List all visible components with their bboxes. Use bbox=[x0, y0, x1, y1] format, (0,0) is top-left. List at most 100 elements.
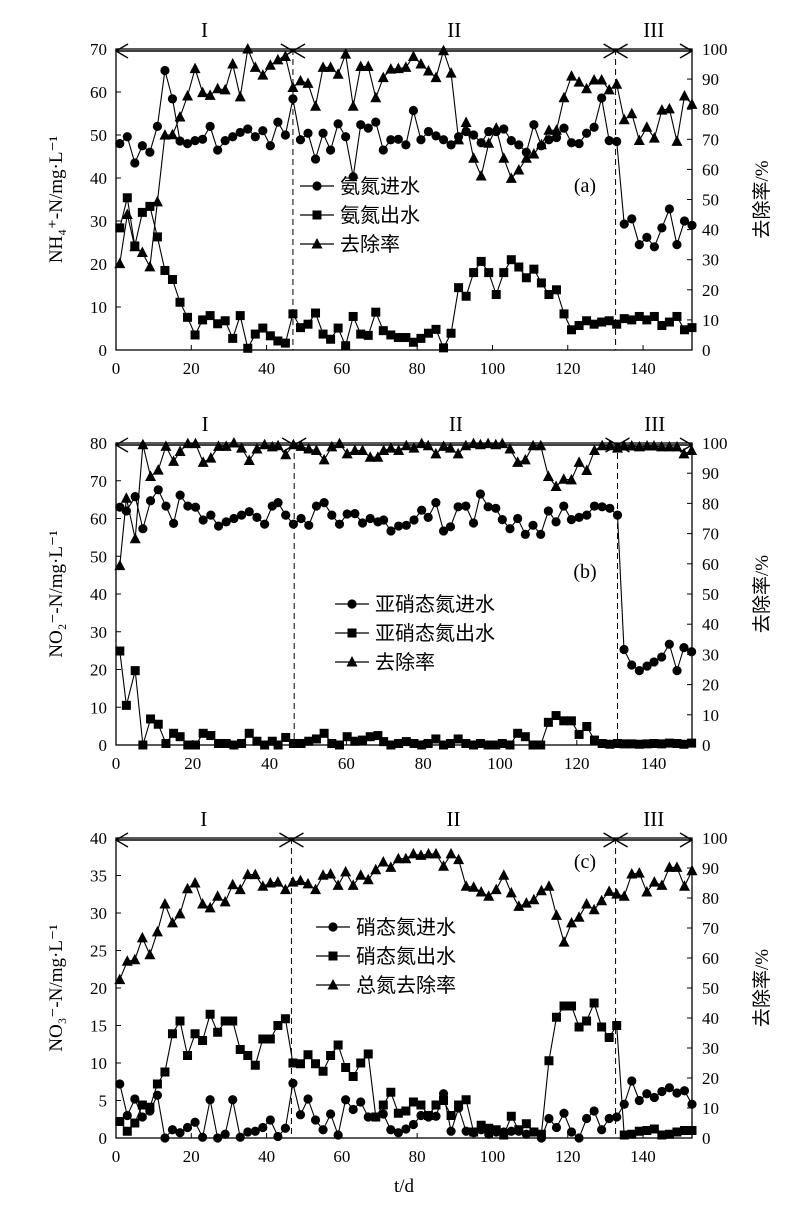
y2-tick-label: 10 bbox=[702, 1099, 719, 1118]
marker-circle bbox=[672, 666, 682, 676]
marker-square bbox=[243, 343, 253, 353]
marker-circle bbox=[334, 519, 345, 529]
marker-triangle bbox=[259, 438, 271, 450]
marker-circle bbox=[513, 513, 523, 524]
marker-circle bbox=[401, 520, 411, 530]
marker-triangle bbox=[558, 473, 570, 484]
y-tick-label: 20 bbox=[90, 255, 107, 274]
marker-square bbox=[115, 1117, 125, 1126]
marker-triangle bbox=[422, 439, 434, 451]
marker-square bbox=[453, 734, 463, 744]
y2-tick-label: 60 bbox=[702, 555, 719, 574]
marker-circle bbox=[252, 512, 262, 522]
phase-label: III bbox=[643, 18, 664, 42]
marker-square bbox=[657, 1130, 667, 1140]
marker-circle bbox=[543, 506, 553, 516]
marker-square bbox=[687, 323, 697, 333]
y2-tick-label: 50 bbox=[702, 191, 719, 210]
marker-triangle bbox=[272, 876, 284, 887]
marker-circle bbox=[597, 502, 607, 512]
marker-circle bbox=[145, 496, 156, 506]
y2-tick-label: 30 bbox=[702, 251, 719, 270]
marker-circle bbox=[258, 126, 268, 136]
marker-triangle bbox=[475, 170, 487, 181]
marker-circle bbox=[386, 1125, 396, 1135]
marker-triangle bbox=[310, 883, 322, 895]
marker-circle bbox=[288, 94, 298, 104]
marker-triangle bbox=[565, 473, 577, 485]
marker-circle bbox=[318, 1125, 328, 1135]
y-tick-label: 10 bbox=[90, 698, 107, 717]
marker-triangle bbox=[453, 853, 465, 865]
marker-square bbox=[296, 738, 306, 748]
marker-square bbox=[281, 732, 291, 742]
marker-triangle bbox=[430, 447, 442, 459]
y2-tick-label: 10 bbox=[702, 706, 719, 725]
marker-square bbox=[627, 315, 637, 325]
x-axis-title: t/d bbox=[394, 1176, 415, 1197]
marker-circle bbox=[597, 1125, 607, 1135]
marker-triangle bbox=[438, 860, 450, 871]
marker-triangle bbox=[317, 61, 329, 72]
phase-label: III bbox=[643, 807, 664, 831]
marker-triangle bbox=[385, 442, 397, 453]
phase-label: II bbox=[447, 807, 461, 831]
marker-triangle bbox=[197, 898, 209, 909]
marker-square bbox=[358, 735, 368, 745]
marker-triangle bbox=[618, 440, 630, 451]
marker-circle bbox=[417, 505, 427, 515]
marker-triangle bbox=[581, 464, 593, 475]
marker-square bbox=[536, 1129, 546, 1139]
arrow-head-left-icon bbox=[290, 832, 304, 848]
marker-circle bbox=[559, 1108, 569, 1118]
marker-triangle bbox=[596, 74, 608, 85]
arrow-head-right-icon bbox=[679, 832, 694, 848]
marker-triangle bbox=[370, 863, 382, 875]
marker-circle bbox=[190, 135, 200, 146]
marker-square bbox=[175, 732, 185, 742]
marker-triangle bbox=[633, 867, 645, 878]
marker-square bbox=[235, 311, 245, 321]
marker-square bbox=[145, 201, 155, 211]
marker-triangle bbox=[483, 137, 495, 148]
marker-circle bbox=[221, 517, 231, 527]
marker-triangle bbox=[272, 439, 284, 451]
y-tick-label: 40 bbox=[90, 829, 107, 848]
marker-triangle bbox=[581, 898, 593, 909]
marker-square bbox=[529, 264, 539, 274]
y-tick-label: 50 bbox=[90, 547, 107, 566]
marker-triangle bbox=[444, 442, 456, 453]
marker-square bbox=[589, 735, 599, 745]
marker-circle bbox=[612, 510, 623, 520]
marker-square bbox=[521, 273, 531, 283]
marker-circle bbox=[190, 1117, 200, 1127]
series-line bbox=[119, 46, 693, 269]
marker-circle bbox=[152, 121, 163, 131]
y2-tick-label: 70 bbox=[702, 525, 719, 544]
y-tick-label: 20 bbox=[90, 661, 107, 680]
marker-triangle bbox=[264, 59, 276, 70]
x-tick-label: 0 bbox=[112, 754, 121, 773]
marker-triangle bbox=[452, 447, 464, 459]
marker-square bbox=[138, 740, 148, 750]
y-axis-title: NO₃⁻-N/mg·L⁻¹ bbox=[46, 924, 67, 1052]
y2-tick-label: 90 bbox=[702, 859, 719, 878]
marker-square bbox=[145, 1102, 155, 1112]
marker-triangle bbox=[543, 124, 555, 135]
marker-triangle bbox=[671, 440, 683, 452]
marker-circle bbox=[612, 1112, 622, 1122]
marker-triangle bbox=[242, 43, 254, 54]
y2-tick-label: 100 bbox=[702, 434, 728, 453]
y2-tick-label: 70 bbox=[702, 130, 719, 149]
y2-tick-label: 40 bbox=[702, 1009, 719, 1028]
marker-triangle bbox=[475, 886, 487, 897]
marker-triangle bbox=[340, 48, 352, 59]
marker-square bbox=[423, 328, 433, 338]
marker-triangle bbox=[686, 98, 698, 109]
marker-square bbox=[244, 728, 254, 738]
y2-tick-label: 70 bbox=[702, 919, 719, 938]
marker-square bbox=[258, 1034, 268, 1044]
marker-square bbox=[619, 314, 629, 324]
marker-triangle bbox=[264, 877, 276, 888]
marker-square bbox=[221, 738, 231, 748]
